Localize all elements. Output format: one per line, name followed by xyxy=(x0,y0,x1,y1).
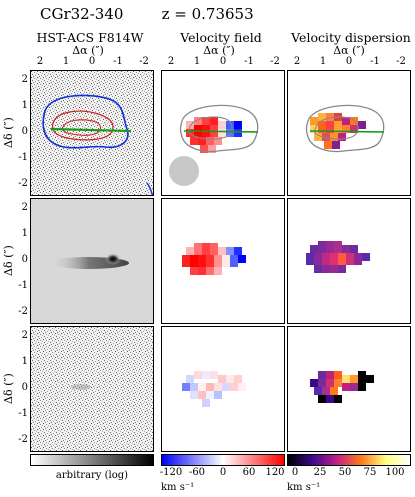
velocity-colorbar-tick: -60 xyxy=(188,467,206,478)
y-tick-label: 1 xyxy=(21,356,28,367)
panel-hst-residual xyxy=(30,326,154,452)
velocity-dispersion-plot xyxy=(305,104,385,153)
colorbar-dispersion xyxy=(287,454,411,466)
y-tick-label: 1 xyxy=(21,228,28,239)
colorbar-velocity-unit: km s⁻¹ xyxy=(161,482,195,493)
dispersion-colorbar-tick: 50 xyxy=(338,467,352,478)
x-axis-label-col2: Δα (″) xyxy=(203,44,235,57)
dispersion-model-plot xyxy=(306,241,370,273)
residual-velocity-pixels xyxy=(182,371,246,407)
colorbar-dispersion-unit: km s⁻¹ xyxy=(287,482,321,493)
redshift-label: z = 0.73653 xyxy=(161,5,254,23)
x-axis-label-col1: Δα (″) xyxy=(72,44,104,57)
panel-velocity-dispersion-residual xyxy=(287,326,411,452)
colorbar-arbitrary xyxy=(30,454,154,466)
x-tick-label: 2 xyxy=(167,56,175,67)
x-tick-label: -1 xyxy=(370,56,380,67)
panel-velocity-field-obs xyxy=(161,70,285,196)
hst-model-plot xyxy=(31,199,153,323)
y-tick-label: -1 xyxy=(18,152,28,163)
x-tick-label: -2 xyxy=(139,56,149,67)
y-tick-label: -1 xyxy=(18,408,28,419)
x-tick-label: 1 xyxy=(193,56,201,67)
object-name: CGr32-340 xyxy=(40,5,124,23)
colorbar-arbitrary-label: arbitrary (log) xyxy=(55,470,129,481)
model-dispersion-pixels xyxy=(306,241,370,273)
contour-gray-outer xyxy=(305,104,385,153)
model-bulge xyxy=(105,253,121,265)
contour-red-outer xyxy=(51,110,114,141)
panel-velocity-field-residual xyxy=(161,326,285,452)
y-tick-label: 0 xyxy=(21,382,28,393)
x-tick-label: -1 xyxy=(244,56,254,67)
panel-velocity-dispersion-obs xyxy=(287,70,411,196)
major-axis-line xyxy=(50,127,132,133)
contour-gray-inner xyxy=(188,116,233,140)
x-tick-label: 0 xyxy=(219,56,227,67)
x-tick-label: 0 xyxy=(88,56,96,67)
x-tick-label: 1 xyxy=(319,56,327,67)
panel-hst-image xyxy=(30,70,154,196)
y-tick-label: -1 xyxy=(18,280,28,291)
velocity-residual-plot xyxy=(182,371,246,407)
hst-image-plot xyxy=(31,71,153,195)
panel-velocity-dispersion-model xyxy=(287,198,411,324)
colorbar-velocity xyxy=(161,454,285,466)
x-tick-label: -2 xyxy=(270,56,280,67)
panel-hst-model xyxy=(30,198,154,324)
velocity-colorbar-tick: -120 xyxy=(159,467,183,478)
velocity-colorbar-tick: 60 xyxy=(242,467,256,478)
x-tick-label: 2 xyxy=(36,56,44,67)
velocity-colorbar-tick: 120 xyxy=(265,467,285,478)
dispersion-colorbar-tick: 25 xyxy=(313,467,327,478)
x-tick-label: -1 xyxy=(113,56,123,67)
contour-gray-outer xyxy=(179,104,259,153)
velocity-field-plot xyxy=(169,104,259,186)
y-tick-label: -2 xyxy=(18,434,28,445)
y-tick-label: 0 xyxy=(21,126,28,137)
dispersion-colorbar-tick: 75 xyxy=(363,467,377,478)
y-tick-label: 0 xyxy=(21,254,28,265)
velocity-model-plot xyxy=(182,243,246,275)
contour-gray-inner xyxy=(314,116,359,140)
contour-red-inner xyxy=(61,119,102,136)
velocity-colorbar-tick: 0 xyxy=(219,467,227,478)
model-velocity-pixels xyxy=(182,243,246,275)
y-tick-label: -2 xyxy=(18,178,28,189)
y-tick-label: 2 xyxy=(21,202,28,213)
column-title-velocity-dispersion: Velocity dispersion xyxy=(291,30,411,45)
major-axis-line xyxy=(183,130,259,133)
x-tick-label: -2 xyxy=(396,56,406,67)
figure-title: CGr32-340 z = 0.73653 xyxy=(40,5,254,23)
x-tick-label: 1 xyxy=(62,56,70,67)
y-tick-label: 2 xyxy=(21,330,28,341)
contour-blue xyxy=(42,94,129,149)
dispersion-pixels xyxy=(310,113,366,149)
residual-dispersion-pixels xyxy=(310,371,374,403)
column-title-hst: HST-ACS F814W xyxy=(36,30,144,45)
dispersion-colorbar-tick: 0 xyxy=(291,467,299,478)
column-title-velocity-field: Velocity field xyxy=(180,30,262,45)
x-tick-label: 2 xyxy=(293,56,301,67)
velocity-pixels xyxy=(186,117,242,153)
y-tick-label: 2 xyxy=(21,74,28,85)
major-axis-line xyxy=(309,130,385,133)
dispersion-residual-plot xyxy=(310,371,374,403)
y-tick-label: 1 xyxy=(21,100,28,111)
y-tick-label: -2 xyxy=(18,306,28,317)
x-axis-label-col3: Δα (″) xyxy=(333,44,365,57)
x-tick-label: 0 xyxy=(345,56,353,67)
contour-blue-tail xyxy=(146,182,153,195)
dispersion-colorbar-tick: 100 xyxy=(385,467,405,478)
residual-feature xyxy=(71,384,91,390)
hst-residual-plot xyxy=(31,327,153,451)
panel-velocity-field-model xyxy=(161,198,285,324)
seeing-disk xyxy=(169,156,199,186)
